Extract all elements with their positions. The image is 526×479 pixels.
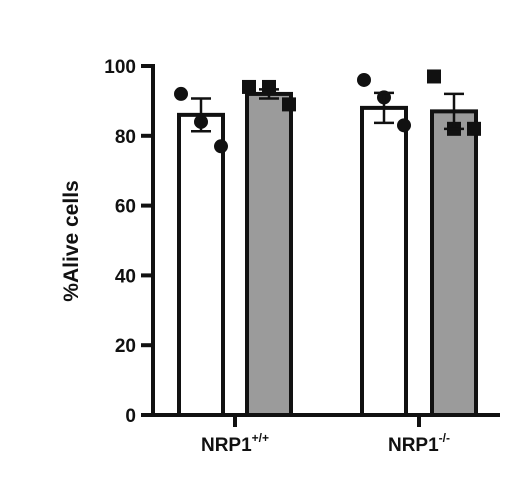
error-bars-layer xyxy=(191,88,464,133)
data-point xyxy=(214,139,228,154)
error-bar xyxy=(259,88,279,100)
data-point xyxy=(174,86,188,101)
bar-2-1 xyxy=(360,105,408,417)
data-point xyxy=(242,79,256,94)
data-point xyxy=(467,121,481,136)
y-tick-label: 0 xyxy=(125,406,136,427)
error-bar xyxy=(444,92,464,131)
data-point xyxy=(357,72,371,87)
data-point xyxy=(282,97,296,112)
axes-layer: 0 20 40 60 80 100 NRP1+/+ NRP1-/- xyxy=(104,57,500,456)
data-point xyxy=(427,69,441,84)
x-category-label: NRP1-/- xyxy=(388,431,450,456)
error-bar xyxy=(191,97,211,133)
y-tick-label: 100 xyxy=(104,57,136,78)
bar-1-1 xyxy=(177,112,225,418)
y-tick-label: 80 xyxy=(115,127,136,148)
x-category-label: NRP1+/+ xyxy=(201,431,269,456)
data-point xyxy=(397,118,411,133)
error-bar xyxy=(374,91,394,125)
bar-2-2 xyxy=(430,109,478,418)
bar-1-2 xyxy=(245,91,293,417)
y-tick-label: 40 xyxy=(115,266,136,287)
y-tick-label: 60 xyxy=(115,197,136,218)
y-axis-title: %Alive cells xyxy=(60,180,83,301)
y-tick-label: 20 xyxy=(115,336,136,357)
